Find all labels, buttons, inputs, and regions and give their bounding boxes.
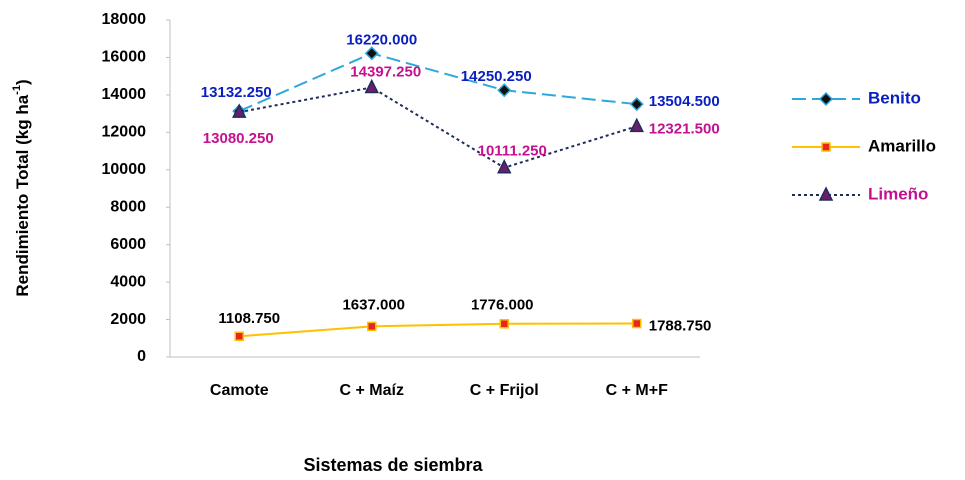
legend-label: Limeño — [868, 184, 928, 203]
marker — [499, 318, 509, 329]
series-line — [239, 322, 637, 338]
value-label: 1776.000 — [471, 297, 534, 314]
y-tick-label: 8000 — [110, 198, 146, 215]
y-tick-label: 18000 — [102, 11, 147, 28]
marker — [497, 83, 512, 98]
y-axis-title-close: ) — [13, 79, 32, 85]
value-label: 1788.750 — [649, 317, 712, 334]
value-label: 16220.000 — [346, 31, 417, 48]
y-tick-label: 2000 — [110, 311, 146, 328]
marker — [497, 159, 512, 174]
marker — [364, 46, 379, 61]
marker — [629, 97, 644, 112]
value-label: 13132.250 — [201, 84, 272, 101]
y-axis-title-sup: -1 — [11, 85, 23, 95]
value-label: 13504.500 — [649, 93, 720, 110]
legend-label: Benito — [868, 88, 921, 107]
x-axis-title: Sistemas de siembra — [303, 455, 483, 475]
y-tick-label: 0 — [137, 348, 146, 365]
y-axis-title-text: Rendimiento Total (kg ha — [13, 94, 32, 296]
legend-marker — [818, 186, 834, 201]
marker — [234, 331, 244, 341]
marker — [629, 117, 644, 133]
x-tick-label: C + Maíz — [340, 382, 404, 399]
value-label: 10111.250 — [478, 143, 547, 160]
legend-marker — [818, 91, 834, 107]
y-axis-title: Rendimiento Total (kg ha-1) — [11, 79, 33, 296]
value-label: 14250.250 — [461, 68, 532, 85]
marker — [232, 103, 247, 118]
legend-marker — [821, 142, 831, 152]
series-line — [238, 52, 637, 113]
y-tick-label: 10000 — [102, 161, 147, 178]
x-tick-label: Camote — [210, 382, 269, 399]
y-tick-label: 6000 — [110, 236, 146, 253]
marker — [367, 321, 377, 332]
x-tick-label: C + M+F — [606, 382, 668, 399]
y-tick-label: 16000 — [102, 49, 147, 66]
value-label: 1108.750 — [218, 310, 280, 327]
y-tick-label: 14000 — [102, 86, 147, 103]
legend-label: Amarillo — [868, 136, 936, 155]
value-label: 13080.250 — [203, 130, 274, 147]
value-label: 12321.500 — [649, 120, 720, 137]
series-line — [239, 86, 638, 169]
y-tick-label: 4000 — [110, 273, 146, 290]
y-tick-label: 12000 — [102, 124, 147, 141]
value-label: 14397.250 — [350, 63, 421, 80]
x-tick-label: C + Frijol — [470, 382, 539, 399]
marker — [364, 78, 379, 94]
value-label: 1637.000 — [342, 296, 405, 313]
marker — [632, 318, 642, 329]
